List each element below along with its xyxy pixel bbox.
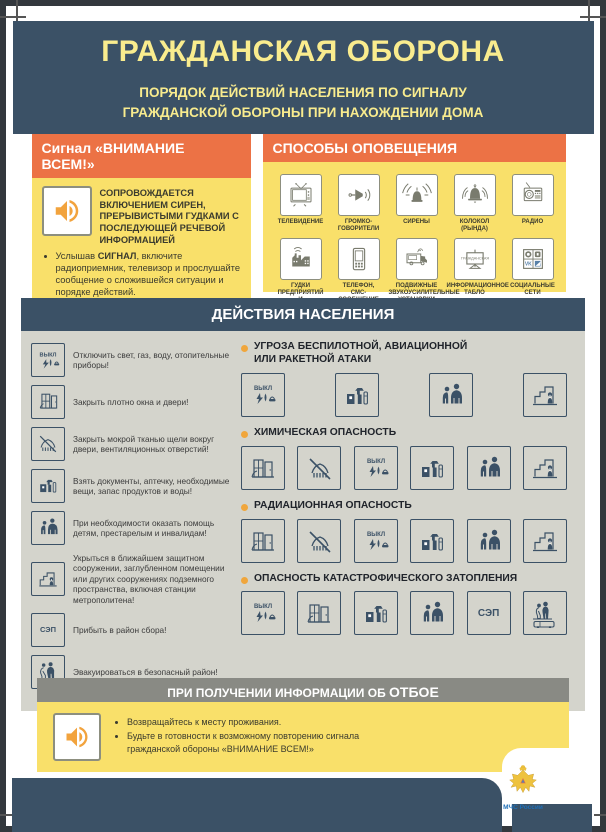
svg-text:VK: VK [524, 262, 531, 268]
svg-text:ВЫКЛ: ВЫКЛ [254, 604, 272, 610]
svg-text:ГРАЖДАНСКАЯ: ГРАЖДАНСКАЯ [460, 257, 488, 261]
svg-text:ВЫКЛ: ВЫКЛ [367, 532, 385, 538]
svg-text:ВЫКЛ: ВЫКЛ [40, 353, 57, 359]
svg-text:ВЫКЛ: ВЫКЛ [367, 459, 385, 465]
svg-text:ВЫКЛ: ВЫКЛ [254, 386, 272, 392]
